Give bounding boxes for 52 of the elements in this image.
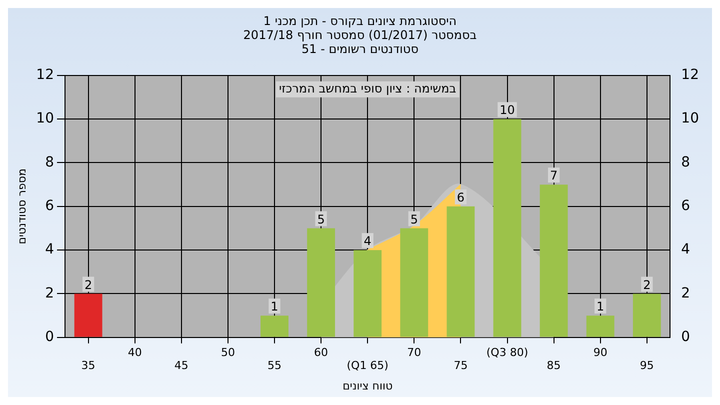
data-label: 5	[317, 212, 325, 226]
bar	[540, 184, 568, 337]
data-label: 10	[500, 103, 515, 118]
bar	[260, 316, 288, 337]
data-label: 1	[270, 300, 278, 314]
y2-tick-label: 10	[681, 110, 700, 127]
y-tick-label: 2	[45, 285, 54, 302]
x-tick-label: (Q1 65)	[346, 359, 388, 372]
x-tick-label: (Q3 80)	[486, 346, 528, 359]
y-axis-title: מספר סטודנטים	[15, 168, 28, 244]
x-tick-label: 45	[174, 359, 188, 372]
bar	[493, 119, 522, 337]
bar	[400, 228, 428, 337]
x-tick-label: 60	[314, 346, 328, 359]
data-label: 2	[643, 278, 651, 292]
x-tick-label: 75	[454, 359, 468, 372]
x-tick-label: 85	[546, 359, 561, 372]
x-tick-label: 40	[128, 346, 142, 359]
y2-tick-label: 6	[681, 198, 690, 214]
x-tick-label: 90	[593, 346, 608, 359]
y2-tick-label: 4	[681, 242, 690, 258]
data-label: 2	[84, 278, 92, 292]
data-label: 4	[364, 234, 372, 248]
y-tick-label: 6	[45, 198, 54, 214]
data-label: 5	[410, 212, 418, 226]
bar	[74, 294, 102, 337]
y2-tick-label: 12	[681, 67, 700, 84]
y-tick-label: 10	[36, 110, 54, 127]
chart-subtitle: בסמסטר (01/2017) סמסטר חורף 2017/18 סטודנטים רשומים - 51	[242, 28, 478, 56]
x-axis-title: טווח ציונים	[342, 379, 393, 392]
bar	[354, 250, 382, 337]
y-tick-label: 0	[45, 329, 54, 346]
x-tick-label: 55	[267, 359, 282, 372]
y2-tick-label: 0	[681, 329, 690, 346]
y2-tick-label: 8	[681, 154, 690, 170]
bar	[446, 206, 475, 337]
y-tick-label: 8	[45, 154, 54, 170]
data-label: 1	[596, 300, 604, 314]
y-tick-label: 12	[36, 67, 54, 84]
x-tick-label: 95	[640, 359, 654, 372]
data-label: 7	[550, 168, 558, 183]
x-tick-label: 70	[407, 346, 422, 359]
x-tick-label: 35	[81, 359, 96, 372]
x-tick-label: 50	[220, 346, 235, 359]
data-label: 6	[456, 190, 465, 205]
y2-tick-label: 2	[681, 285, 690, 302]
chart-title: היסטוגרמת ציונים בקורס - תכן מכני 1	[262, 14, 458, 28]
bar	[586, 316, 614, 337]
annotation: במשימה : ציון סופי במחשב המרכזי	[278, 82, 456, 96]
y-tick-label: 4	[45, 242, 54, 258]
bar	[307, 228, 336, 337]
bar	[632, 294, 661, 337]
